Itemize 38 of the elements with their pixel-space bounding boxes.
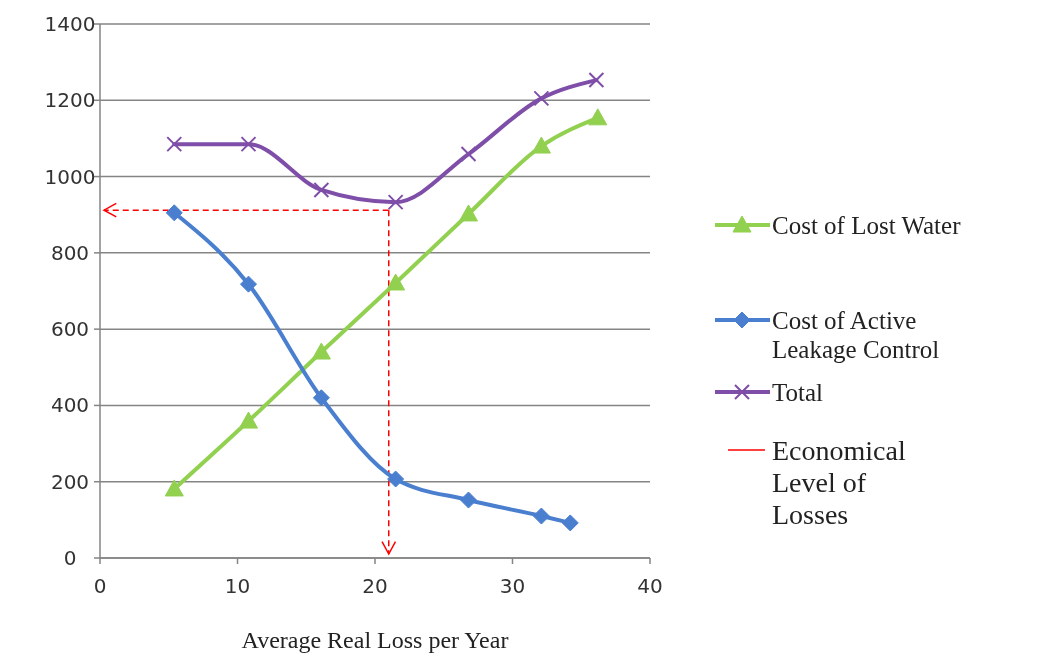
y-tick-label: 800 xyxy=(50,240,90,265)
point xyxy=(312,389,330,407)
legend-label: Total xyxy=(772,378,824,406)
point xyxy=(460,491,477,509)
point xyxy=(313,181,330,198)
x-axis-title: Average Real Loss per Year xyxy=(241,627,509,653)
y-tick-label: 0 xyxy=(63,546,77,570)
x-tick-label: 20 xyxy=(362,574,388,598)
x-tick-label: 30 xyxy=(499,574,526,598)
point xyxy=(387,194,404,211)
point xyxy=(240,275,257,293)
legend-label: Cost of Lost Water xyxy=(772,211,962,239)
x-tick-label: 10 xyxy=(224,574,251,598)
point xyxy=(561,514,579,532)
y-tick-label: 1400 xyxy=(44,12,96,36)
point xyxy=(588,108,608,126)
point xyxy=(531,136,551,154)
x-tick-label: 40 xyxy=(637,574,663,598)
point xyxy=(387,470,405,488)
point xyxy=(533,90,550,107)
point xyxy=(166,136,183,153)
legend-label: Economical Level of Losses xyxy=(772,434,906,531)
point xyxy=(311,342,331,360)
point xyxy=(164,479,184,497)
y-tick-label: 1000 xyxy=(44,164,96,189)
point xyxy=(459,204,478,222)
point xyxy=(460,146,477,163)
point xyxy=(239,411,258,429)
point xyxy=(165,204,183,222)
y-tick-label: 1200 xyxy=(44,88,96,113)
point xyxy=(386,273,406,291)
y-tick-label: 400 xyxy=(50,393,90,418)
point xyxy=(532,507,550,525)
y-tick-label: 200 xyxy=(50,469,90,494)
point xyxy=(240,136,257,153)
legend-label: Cost of Active Leakage Control xyxy=(772,306,940,363)
y-tick-label: 600 xyxy=(50,317,90,342)
point xyxy=(588,72,605,89)
